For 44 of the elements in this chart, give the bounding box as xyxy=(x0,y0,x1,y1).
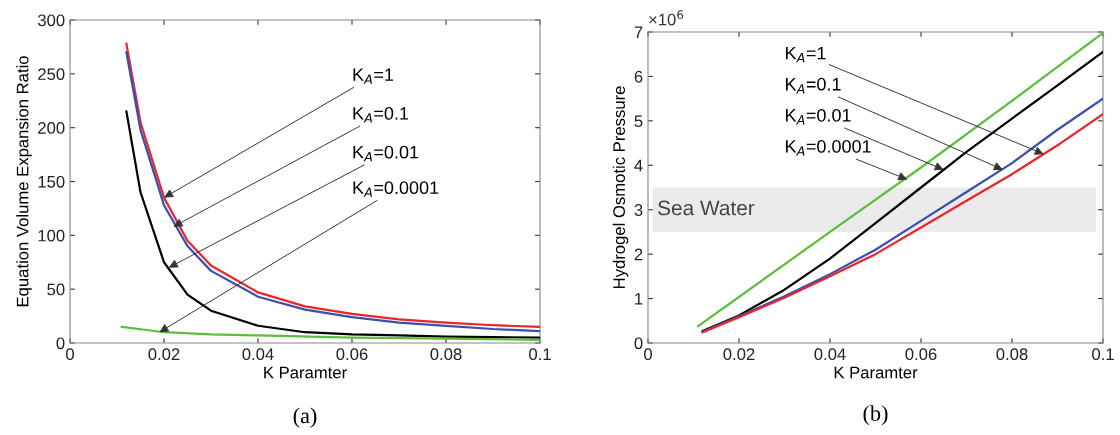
y-tick-label: 0 xyxy=(56,337,65,350)
annotation: K$_{A}$=1 xyxy=(353,68,394,84)
y-axis-title: Hydrogel Osmotic Pressure xyxy=(612,86,629,289)
y-axis-title: Equation Volume Expansion Ratio xyxy=(16,56,32,307)
annotation: K$_{A}$=0.0001 xyxy=(353,181,439,197)
text: (b) xyxy=(863,405,888,426)
x-tick-label: 0.02 xyxy=(148,348,180,361)
x-axis-title: K Paramter xyxy=(834,366,918,379)
annotation: K$_{A}$=0.01 xyxy=(353,145,419,162)
x-tick-label: 0.04 xyxy=(242,348,274,361)
y-tick-label: 7 xyxy=(634,26,643,39)
band-label: Sea Water xyxy=(658,200,755,216)
y-tick-label: 2 xyxy=(634,248,643,261)
annotation: K$_{A}$=1 xyxy=(785,46,826,63)
y-tick-label: 0 xyxy=(634,337,643,350)
y-tick-label: 50 xyxy=(47,283,65,296)
x-tick-label: 0.08 xyxy=(996,348,1028,361)
text: ×10$^{6}$ xyxy=(649,10,684,26)
text: (a) xyxy=(293,407,317,428)
annotation: K$_{A}$=0.01 xyxy=(785,108,851,125)
x-tick-label: 0.1 xyxy=(529,348,551,361)
x-tick-label: 0.1 xyxy=(1092,348,1114,361)
y-tick-label: 250 xyxy=(38,68,65,81)
annotation: K$_{A}$=0.1 xyxy=(353,106,409,123)
y-tick-label: 150 xyxy=(38,175,65,188)
y-tick-label: 1 xyxy=(635,293,643,305)
y-tick-label: 3 xyxy=(634,204,643,216)
annotation: K$_{A}$=0.1 xyxy=(785,77,841,94)
y-tick-label: 4 xyxy=(634,159,643,172)
y-tick-label: 100 xyxy=(38,229,65,242)
x-tick-label: 0 xyxy=(66,348,74,361)
x-tick-label: 0.08 xyxy=(430,348,462,361)
x-tick-label: 0.06 xyxy=(905,348,937,361)
x-tick-label: 0.02 xyxy=(723,348,755,361)
x-tick-label: 0.04 xyxy=(814,348,846,361)
line-series xyxy=(120,325,540,341)
x-axis-title: K Paramter xyxy=(264,366,347,379)
y-tick-label: 5 xyxy=(634,115,643,128)
y-tick-label: 200 xyxy=(38,122,65,134)
x-tick-label: 0.06 xyxy=(336,348,368,361)
x-tick-label: 0 xyxy=(644,348,652,361)
y-tick-label: 6 xyxy=(634,70,643,83)
y-tick-label: 300 xyxy=(37,14,65,27)
annotation: K$_{A}$=0.0001 xyxy=(785,140,871,156)
